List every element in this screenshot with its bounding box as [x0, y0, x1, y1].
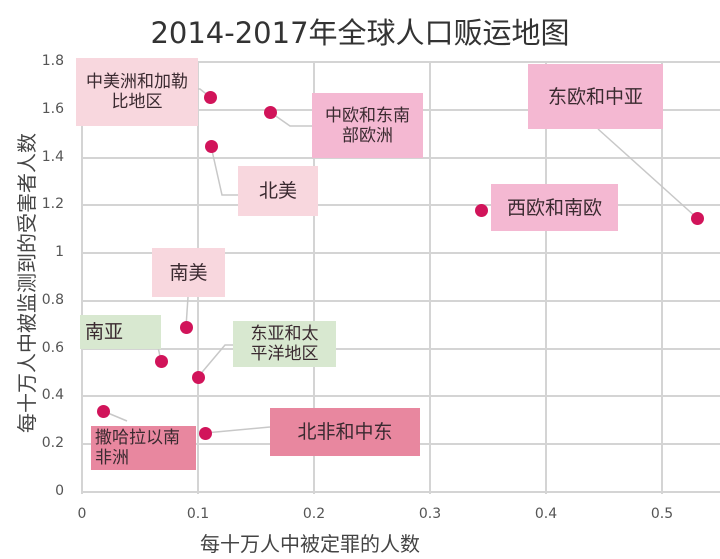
data-point-west-south-europe [474, 203, 488, 217]
label-north-africa-middle-east: 北非和中东 [270, 408, 420, 456]
gridline-y-1.8 [82, 61, 720, 63]
ytick: 1.4 [41, 149, 64, 165]
gridline-x-0.3 [429, 62, 431, 494]
data-point-south-asia [154, 354, 168, 368]
ytick: 1 [55, 244, 64, 260]
data-point-north-america [204, 139, 218, 153]
label-east-europe-central-asia: 东欧和中亚 [528, 64, 663, 129]
ytick: 0.4 [41, 387, 64, 403]
gridline-y-0 [82, 491, 720, 493]
chart-title: 2014-2017年全球人口贩运地图 [150, 16, 570, 50]
label-sub-saharan-africa: 撒哈拉以南 非洲 [91, 426, 196, 470]
gridline-y-1.2 [82, 204, 720, 206]
label-south-asia: 南亚 [80, 315, 161, 349]
ytick: 1.8 [41, 53, 64, 69]
ytick: 0.8 [41, 292, 64, 308]
xtick: 0.3 [418, 506, 442, 522]
data-point-east-asia-pacific [191, 370, 205, 384]
label-south-america: 南美 [152, 248, 225, 297]
gridline-x-0.2 [313, 62, 315, 494]
y-axis-label: 每十万人中被监测到的受害者人数 [15, 133, 39, 433]
xtick: 0.2 [302, 506, 326, 522]
gridline-y-1 [82, 252, 720, 254]
xtick: 0.5 [650, 506, 674, 522]
ytick: 0.6 [41, 340, 64, 356]
gridline-x-0.5 [661, 62, 663, 494]
label-west-south-europe: 西欧和南欧 [491, 184, 618, 231]
data-point-south-america [179, 320, 193, 334]
gridline-y-0.4 [82, 395, 720, 397]
data-point-sub-saharan-africa [96, 404, 110, 418]
ytick: 1.6 [41, 101, 64, 117]
gridline-y-0.8 [82, 300, 720, 302]
label-central-america: 中美洲和加勒 比地区 [76, 58, 198, 126]
gridline-y-1.4 [82, 157, 720, 159]
ytick: 0.2 [41, 435, 64, 451]
gridline-y-0.6 [82, 348, 720, 350]
data-point-east-europe-central-asia [690, 211, 704, 225]
label-central-se-europe: 中欧和东南 部欧洲 [312, 93, 423, 158]
ytick: 1.2 [41, 196, 64, 212]
data-point-central-america [203, 90, 217, 104]
ytick: 0 [55, 483, 64, 499]
label-east-asia-pacific: 东亚和太 平洋地区 [233, 321, 336, 367]
xtick: 0.1 [186, 506, 210, 522]
x-axis-label: 每十万人中被定罪的人数 [200, 532, 420, 556]
label-north-america: 北美 [238, 166, 318, 216]
data-point-north-africa-middle-east [198, 426, 212, 440]
gridline-x-0.4 [545, 62, 547, 494]
xtick: 0.4 [534, 506, 558, 522]
gridline-x-0 [81, 62, 83, 494]
xtick: 0 [77, 506, 87, 522]
data-point-central-se-europe [263, 105, 277, 119]
